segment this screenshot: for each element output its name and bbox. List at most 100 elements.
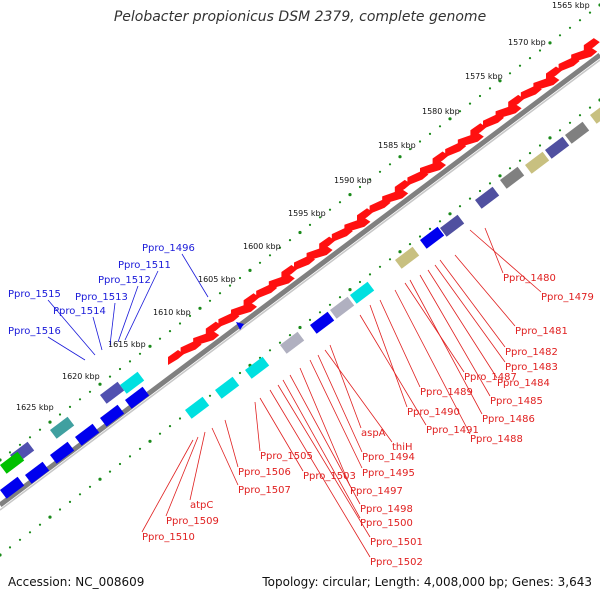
- gene-label: Ppro_1485: [490, 396, 543, 407]
- gene-label: Ppro_1482: [505, 347, 558, 358]
- inner-tick-dot: [318, 311, 322, 314]
- forward-gene: [508, 94, 525, 110]
- gene-label: Ppro_1507: [238, 485, 291, 496]
- inner-tick-dot: [168, 425, 172, 428]
- inner-tick-dot: [58, 508, 62, 511]
- forward-gene: [457, 132, 484, 148]
- inner-tick-dot: [498, 174, 502, 178]
- reverse-gene: [0, 476, 25, 499]
- leader-line: [47, 336, 86, 361]
- reverse-gene: [474, 186, 500, 209]
- genome-backbone: [0, 53, 600, 507]
- outer-tick-dot: [278, 246, 282, 249]
- outer-tick-dot: [88, 390, 92, 393]
- leader-line: [359, 314, 427, 426]
- inner-tick-dot: [528, 152, 532, 155]
- outer-tick-dot: [248, 268, 252, 272]
- inner-tick-dot: [68, 500, 72, 503]
- outer-tick-dot: [58, 413, 62, 416]
- outer-tick-dot: [458, 110, 462, 113]
- tick-label: 1565 kbp: [552, 1, 590, 10]
- outer-tick-dot: [268, 254, 272, 257]
- reverse-gene: [500, 166, 525, 189]
- outer-tick-dot: [128, 360, 132, 363]
- forward-gene: [205, 321, 222, 337]
- forward-gene: [495, 104, 522, 120]
- outer-tick-dot: [338, 201, 342, 204]
- reverse-gene: [565, 121, 590, 144]
- gene-label: Ppro_1502: [370, 557, 423, 568]
- tick-label: 1570 kbp: [508, 38, 546, 47]
- inner-tick-dot: [48, 515, 52, 519]
- leader-line: [379, 299, 421, 388]
- outer-tick-dot: [438, 125, 442, 128]
- reverse-gene: [215, 376, 240, 399]
- leader-line: [299, 367, 351, 487]
- gene-label: Ppro_1498: [360, 504, 413, 515]
- reverse-gene: [589, 101, 600, 124]
- tick-label: 1605 kbp: [198, 275, 236, 284]
- reverse-gene: [350, 281, 375, 304]
- forward-gene: [533, 75, 560, 91]
- accession-text: Accession: NC_008609: [8, 575, 145, 589]
- leader-line: [404, 282, 465, 373]
- tick-label: 1585 kbp: [378, 141, 416, 150]
- inner-tick-dot: [538, 144, 542, 147]
- reverse-gene: [310, 311, 335, 334]
- outer-tick-dot: [18, 443, 22, 446]
- gene-label: Ppro_1516: [8, 326, 61, 337]
- gene-label: Ppro_1505: [260, 451, 313, 462]
- inner-tick-dot: [458, 205, 462, 208]
- leader-line: [47, 299, 96, 356]
- leader-line: [259, 397, 304, 472]
- inner-tick-dot: [548, 136, 552, 140]
- forward-gene: [243, 293, 260, 309]
- outer-tick-dot: [138, 352, 142, 355]
- inner-tick-dot: [378, 265, 382, 268]
- gene-label: thiH: [392, 442, 413, 453]
- gene-label: Ppro_1486: [482, 414, 535, 425]
- reverse-gene: [185, 396, 210, 419]
- outer-tick-dot: [288, 239, 292, 242]
- gene-label: Ppro_1501: [370, 537, 423, 548]
- leader-line: [469, 229, 542, 293]
- leader-line: [439, 259, 506, 348]
- leader-line: [409, 279, 483, 415]
- leader-line: [454, 254, 516, 327]
- outer-tick-dot: [468, 102, 472, 105]
- outer-tick-dot: [148, 344, 152, 348]
- inner-tick-dot: [558, 129, 562, 132]
- forward-gene: [344, 217, 371, 233]
- leader-line: [289, 374, 361, 505]
- tick-label: 1620 kbp: [62, 372, 100, 381]
- gene-label: Ppro_1496: [142, 243, 195, 254]
- forward-gene: [231, 302, 257, 318]
- inner-tick-dot: [268, 349, 272, 352]
- reverse-gene: [420, 226, 445, 249]
- inner-tick-dot: [428, 227, 432, 230]
- inner-tick-dot: [238, 371, 242, 375]
- reverse-gene: [100, 404, 125, 427]
- inner-tick-dot: [148, 439, 152, 443]
- reverse-gene: [49, 441, 75, 464]
- inner-tick-dot: [88, 485, 92, 488]
- outer-tick-dot: [68, 405, 72, 408]
- outer-tick-dot: [308, 223, 312, 226]
- inner-tick-dot: [28, 531, 32, 534]
- forward-gene: [281, 264, 298, 280]
- gene-label: Ppro_1503: [303, 471, 356, 482]
- inner-tick-dot: [568, 121, 572, 124]
- outer-tick-dot: [218, 292, 222, 295]
- gene-label: Ppro_1479: [541, 292, 594, 303]
- outer-tick-dot: [98, 382, 102, 386]
- gene-label: Ppro_1483: [505, 362, 558, 373]
- outer-tick-dot: [568, 26, 572, 29]
- outer-tick-dot: [118, 367, 122, 371]
- map-title: Pelobacter propionicus DSM 2379, complet…: [113, 9, 487, 25]
- leader-line: [224, 419, 239, 468]
- outer-tick-dot: [538, 49, 542, 52]
- inner-tick-dot: [448, 212, 452, 216]
- reverse-gene: [545, 136, 570, 159]
- forward-gene: [394, 179, 411, 195]
